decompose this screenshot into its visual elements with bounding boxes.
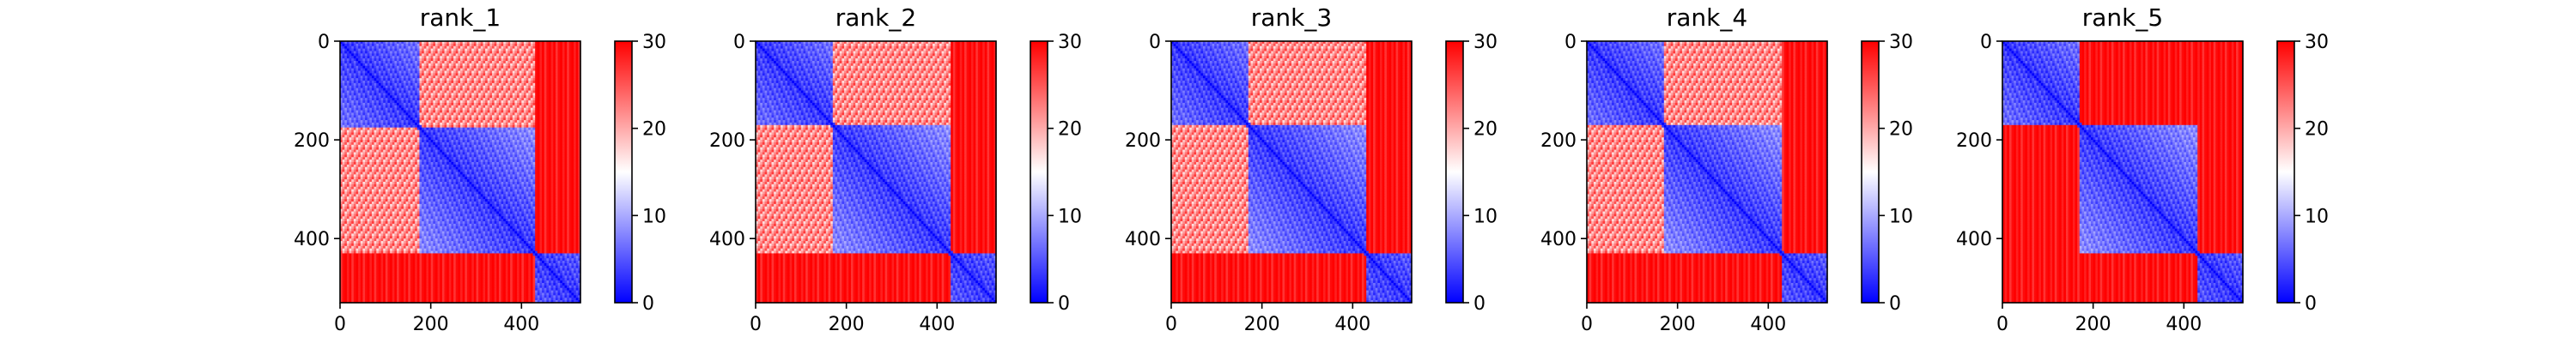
panel-title: rank_1	[420, 3, 501, 32]
heatmap-matrix	[340, 41, 581, 304]
heatmap-panel: rank_10 200 40002004000102030	[294, 3, 666, 335]
